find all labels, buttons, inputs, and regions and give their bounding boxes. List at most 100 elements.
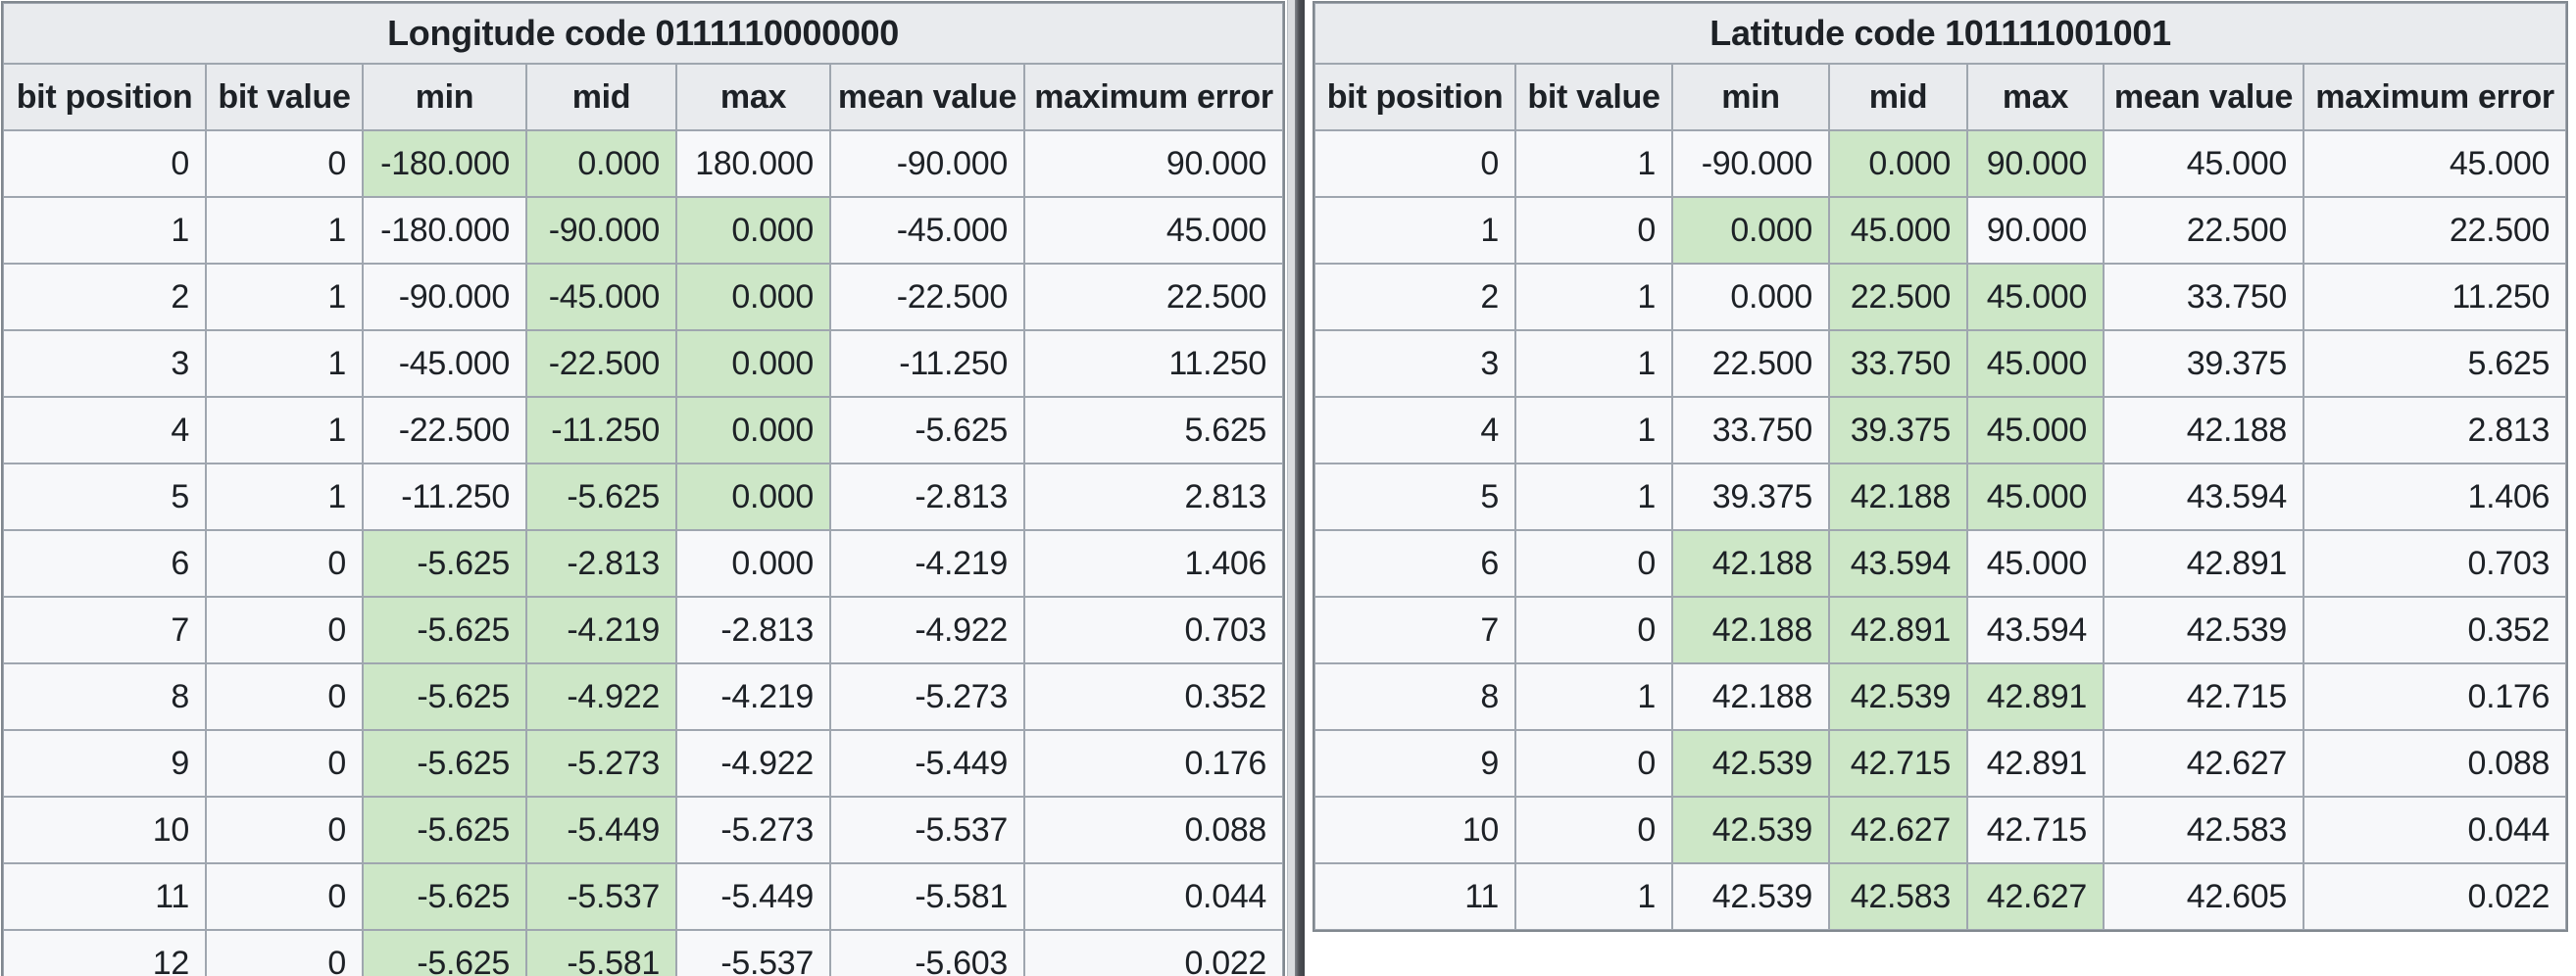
table-cell: 42.583 — [2104, 797, 2304, 863]
highlighted-cell: 43.594 — [1829, 530, 1967, 597]
highlighted-cell: 45.000 — [1829, 197, 1967, 264]
table-cell: -2.813 — [676, 597, 830, 663]
table-row: 5 1 39.375 42.188 45.000 43.594 1.406 — [1314, 464, 2567, 530]
highlighted-cell: -4.922 — [526, 663, 676, 730]
table-cell: 1 — [1515, 130, 1672, 197]
table-cell: 0.352 — [1024, 663, 1284, 730]
highlighted-cell: -90.000 — [526, 197, 676, 264]
table-cell: 42.715 — [1967, 797, 2104, 863]
table-cell: 7 — [1314, 597, 1515, 663]
table-cell: 0 — [3, 130, 206, 197]
highlighted-cell: -5.625 — [363, 863, 526, 930]
highlighted-cell: -5.625 — [363, 730, 526, 797]
table-cell: 1.406 — [1024, 530, 1284, 597]
highlighted-cell: 0.000 — [676, 330, 830, 397]
table-cell: 5 — [1314, 464, 1515, 530]
table-cell: -4.922 — [830, 597, 1024, 663]
table-cell: 45.000 — [2304, 130, 2567, 197]
table-cell: 1 — [206, 464, 363, 530]
highlighted-cell: 42.715 — [1829, 730, 1967, 797]
table-cell: 42.188 — [2104, 397, 2304, 464]
table-cell: 1 — [1515, 264, 1672, 330]
table-cell: 45.000 — [1967, 530, 2104, 597]
highlighted-cell: 42.891 — [1967, 663, 2104, 730]
highlighted-cell: -5.625 — [526, 464, 676, 530]
table-cell: 2 — [3, 264, 206, 330]
table-cell: 42.188 — [1672, 663, 1829, 730]
table-cell: 4 — [3, 397, 206, 464]
table-cell: 0 — [1515, 730, 1672, 797]
table-cell: 0.703 — [2304, 530, 2567, 597]
table-row: 2 1 -90.000 -45.000 0.000 -22.500 22.500 — [3, 264, 1284, 330]
table-cell: 42.627 — [2104, 730, 2304, 797]
table-cell: 22.500 — [2104, 197, 2304, 264]
highlighted-cell: 45.000 — [1967, 330, 2104, 397]
scrollbar-track[interactable] — [1287, 0, 1295, 976]
table-cell: 0 — [206, 930, 363, 976]
highlighted-cell: 42.627 — [1967, 863, 2104, 930]
table-cell: 43.594 — [2104, 464, 2304, 530]
table-cell: 8 — [1314, 663, 1515, 730]
table-cell: 12 — [3, 930, 206, 976]
table-cell: 42.539 — [1672, 863, 1829, 930]
highlighted-cell: -5.625 — [363, 663, 526, 730]
column-header: mid — [1829, 64, 1967, 130]
table-cell: 90.000 — [1967, 197, 2104, 264]
table-cell: -45.000 — [363, 330, 526, 397]
column-header: mean value — [830, 64, 1024, 130]
table-cell: 0 — [206, 730, 363, 797]
highlighted-cell: -5.625 — [363, 597, 526, 663]
column-header: bit value — [1515, 64, 1672, 130]
column-header: mid — [526, 64, 676, 130]
highlighted-cell: 42.539 — [1672, 730, 1829, 797]
table-cell: 1 — [206, 397, 363, 464]
table-cell: 0 — [206, 663, 363, 730]
table-cell: 11.250 — [2304, 264, 2567, 330]
table-cell: -5.449 — [830, 730, 1024, 797]
table-cell: -4.922 — [676, 730, 830, 797]
table-cell: 11 — [3, 863, 206, 930]
highlighted-cell: 0.000 — [676, 397, 830, 464]
table-cell: 0.044 — [1024, 863, 1284, 930]
table-cell: 2.813 — [1024, 464, 1284, 530]
table-row: 10 0 42.539 42.627 42.715 42.583 0.044 — [1314, 797, 2567, 863]
table-cell: 9 — [3, 730, 206, 797]
table-cell: 0 — [206, 530, 363, 597]
column-header: max — [676, 64, 830, 130]
highlighted-cell: -2.813 — [526, 530, 676, 597]
table-row: 4 1 -22.500 -11.250 0.000 -5.625 5.625 — [3, 397, 1284, 464]
table-cell: 33.750 — [1672, 397, 1829, 464]
highlighted-cell: 45.000 — [1967, 464, 2104, 530]
table-cell: 0.088 — [1024, 797, 1284, 863]
table-row: 3 1 -45.000 -22.500 0.000 -11.250 11.250 — [3, 330, 1284, 397]
table-cell: 2 — [1314, 264, 1515, 330]
table-cell: 1 — [1314, 197, 1515, 264]
table-cell: 0.703 — [1024, 597, 1284, 663]
table-row: 7 0 -5.625 -4.219 -2.813 -4.922 0.703 — [3, 597, 1284, 663]
highlighted-cell: 42.188 — [1672, 530, 1829, 597]
table-cell: 42.539 — [2104, 597, 2304, 663]
table-cell: 22.500 — [2304, 197, 2567, 264]
table-title-row: Latitude code 101111001001 — [1314, 3, 2567, 64]
highlighted-cell: 0.000 — [676, 264, 830, 330]
scrollbar-thumb[interactable] — [1295, 0, 1305, 976]
table-cell: 90.000 — [1024, 130, 1284, 197]
table-cell: 3 — [3, 330, 206, 397]
highlighted-cell: 0.000 — [1829, 130, 1967, 197]
table-cell: 42.891 — [1967, 730, 2104, 797]
table-header-row: bit position bit value min mid max mean value… — [1314, 64, 2567, 130]
highlighted-cell: -5.625 — [363, 930, 526, 976]
table-row: 1 1 -180.000 -90.000 0.000 -45.000 45.000 — [3, 197, 1284, 264]
table-row: 6 0 -5.625 -2.813 0.000 -4.219 1.406 — [3, 530, 1284, 597]
table-row: 8 1 42.188 42.539 42.891 42.715 0.176 — [1314, 663, 2567, 730]
table-cell: 0 — [206, 597, 363, 663]
table-cell: 0 — [1515, 197, 1672, 264]
table-cell: 1 — [3, 197, 206, 264]
table-cell: -5.537 — [830, 797, 1024, 863]
table-cell: -11.250 — [830, 330, 1024, 397]
table-cell: 0.044 — [2304, 797, 2567, 863]
table-cell: -5.449 — [676, 863, 830, 930]
column-header: bit value — [206, 64, 363, 130]
table-row: 9 0 -5.625 -5.273 -4.922 -5.449 0.176 — [3, 730, 1284, 797]
highlighted-cell: -5.537 — [526, 863, 676, 930]
